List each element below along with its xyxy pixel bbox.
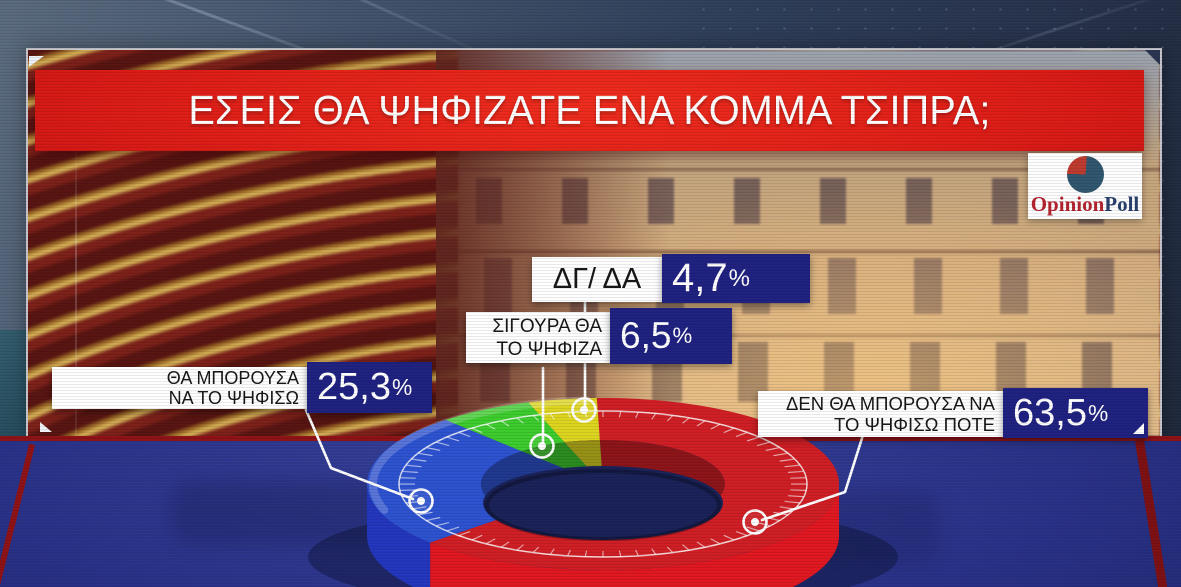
page-title: ΕΣΕΙΣ ΘΑ ΨΗΦΙΖΑΤΕ ΕΝΑ ΚΟΜΜΑ ΤΣΙΠΡΑ;: [188, 87, 991, 133]
value-number: 4,7: [672, 256, 728, 300]
callout-label-text: ΝΑ ΤΟ ΨΗΦΙΣΩ: [168, 388, 299, 408]
callout-label-text: ΘΑ ΜΠΟΡΟΥΣΑ: [166, 368, 299, 388]
corner-accent-icon: [40, 422, 52, 432]
callout-label-sure-yes: ΣΙΓΟΥΡΑ ΘΑ ΤΟ ΨΗΦΙΖΑ: [466, 312, 610, 363]
percent-sign: %: [391, 374, 413, 400]
callout-label-text: ΤΟ ΨΗΦΙΖΑ: [496, 338, 602, 360]
value-number: 6,5: [620, 315, 672, 356]
percent-sign: %: [728, 264, 750, 292]
percent-sign: %: [672, 323, 693, 348]
callout-label-text: ΤΟ ΨΗΦΙΣΩ ΠΟΤΕ: [833, 414, 995, 435]
corner-accent-icon: [1133, 423, 1144, 434]
title-banner: ΕΣΕΙΣ ΘΑ ΨΗΦΙΖΑΤΕ ΕΝΑ ΚΟΜΜΑ ΤΣΙΠΡΑ;: [35, 70, 1144, 151]
callout-value-could-vote: 25,3%: [307, 362, 432, 413]
callout-label-never-vote: ΔΕΝ ΘΑ ΜΠΟΡΟΥΣΑ ΝΑ ΤΟ ΨΗΦΙΣΩ ΠΟΤΕ: [758, 391, 1003, 437]
callout-label-could-vote: ΘΑ ΜΠΟΡΟΥΣΑ ΝΑ ΤΟ ΨΗΦΙΣΩ: [52, 367, 307, 409]
corner-accent-icon: [29, 56, 44, 67]
opinion-poll-logo: OpinionPoll: [1028, 153, 1142, 219]
brand-name: OpinionPoll: [1030, 192, 1140, 216]
callout-value-dk-da: 4,7%: [662, 254, 810, 303]
callout-label-text: ΔΕΝ ΘΑ ΜΠΟΡΟΥΣΑ ΝΑ: [786, 393, 995, 414]
percent-sign: %: [1087, 399, 1109, 426]
callout-label-text: ΔΓ/ ΔΑ: [552, 263, 642, 295]
value-number: 25,3: [317, 366, 391, 408]
value-number: 63,5: [1013, 391, 1087, 434]
callout-value-never-vote: 63,5%: [1003, 388, 1148, 438]
glass-reflection: [75, 130, 77, 436]
callout-label-text: ΣΙΓΟΥΡΑ ΘΑ: [492, 315, 602, 337]
corner-accent-icon: [1145, 50, 1160, 65]
callout-value-sure-yes: 6,5%: [610, 308, 732, 364]
pie-chart-icon: [1066, 156, 1104, 193]
callout-label-dk-da: ΔΓ/ ΔΑ: [532, 257, 662, 302]
